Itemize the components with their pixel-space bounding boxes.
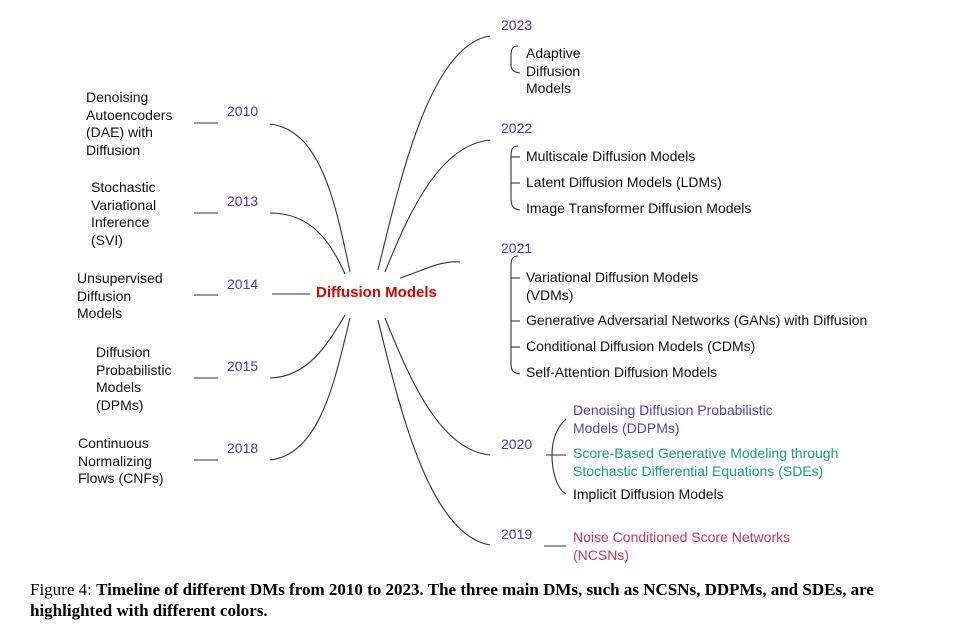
model-label-2021-line: Conditional Diffusion Models (CDMs) [526,338,756,354]
model-label-2020-line: Denoising Diffusion Probabilistic [573,402,773,418]
branch-2020 [384,317,491,456]
left-label-2013-line: Stochastic [91,179,156,195]
branch-2021 [399,261,461,279]
branch-2010 [269,123,351,273]
left-label-2013-line: Variational [91,196,157,213]
left-label-2018-line: Flows (CNFs) [78,470,164,486]
left-label-2014-line: Unsupervised [77,270,163,286]
model-label-2023-line: Diffusion [526,62,581,79]
left-label-2010-line: Diffusion [86,141,141,158]
year-label-2019: 2019 [501,526,533,542]
year-label-2010: 2010 [227,103,259,119]
model-label-2020-line: Stochastic Differential Equations (SDEs) [573,462,824,479]
left-label-2013-line: (SVI) [91,231,123,248]
year-label-2023: 2023 [501,17,533,33]
figure-caption: Figure 4: Timeline of different DMs from… [30,579,930,621]
year-label-2022: 2022 [501,120,533,136]
model-label-2021-line: (VDMs) [526,286,574,303]
year-label-2020: 2020 [501,436,533,452]
caption-prefix: Figure 4: [30,580,97,599]
model-label-2021-line: Generative Adversarial Networks (GANs) w… [526,312,868,328]
left-label-2015-line: (DPMs) [96,396,144,413]
model-label-2020-line: Score-Based Generative Modeling through [573,445,839,461]
left-label-2018-line: Continuous [78,435,149,451]
bracket-2022 [510,145,521,211]
left-label-2018-line: Normalizing [78,452,152,469]
branch-2019 [377,319,491,546]
branch-2023 [377,35,491,271]
branch-2018 [269,317,351,461]
model-label-2019-line: (NCSNs) [573,546,629,563]
model-label-2021-line: Self-Attention Diffusion Models [526,364,718,380]
left-label-2013-line: Inference [91,214,150,230]
center-node: Diffusion Models [316,284,437,301]
model-label-2023-line: Adaptive [526,45,581,61]
model-label-2022-line: Multiscale Diffusion Models [526,148,696,164]
bracket-2020 [551,418,567,495]
left-label-2015-line: Diffusion [96,344,151,360]
model-label-2020-line: Models (DDPMs) [573,419,680,436]
bracket-2021 [510,255,521,375]
model-label-2022-line: Latent Diffusion Models (LDMs) [526,174,722,190]
left-label-2010-line: Autoencoders [86,106,173,123]
caption-text: Timeline of different DMs from 2010 to 2… [30,580,874,620]
branch-2022 [384,139,491,273]
year-label-2013: 2013 [227,193,259,209]
model-label-2019-line: Noise Conditioned Score Networks [573,529,791,545]
model-label-2021-line: Variational Diffusion Models [526,269,699,285]
branch-2015 [269,314,346,379]
year-label-2021: 2021 [501,240,533,256]
left-label-2015-line: Probabilistic [96,361,172,378]
year-label-2014: 2014 [227,276,259,292]
branch-2013 [269,212,346,275]
year-label-2015: 2015 [227,358,259,374]
left-label-2014-line: Diffusion [77,287,132,304]
left-label-2010-line: Denoising [86,89,149,105]
year-label-2018: 2018 [227,440,259,456]
left-label-2015-line: Models [96,379,142,395]
left-label-2014-line: Models [77,305,123,321]
bracket-2023 [510,45,521,74]
model-label-2023-line: Models [526,80,572,96]
model-label-2022-line: Image Transformer Diffusion Models [526,200,752,216]
left-label-2010-line: (DAE) with [86,124,153,140]
model-label-2020-line: Implicit Diffusion Models [573,486,724,502]
